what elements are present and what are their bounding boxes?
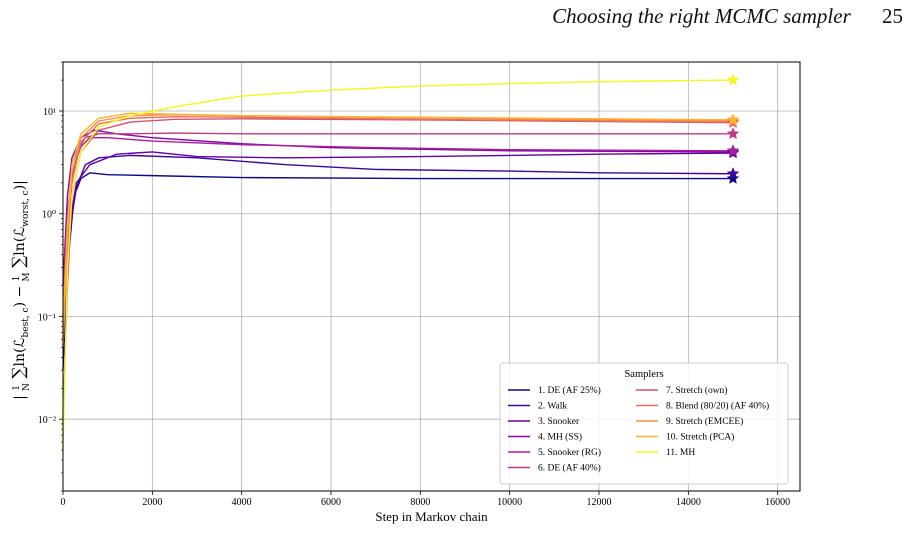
legend: Samplers 1. DE (AF 25%) 2. Walk 3. Snooker 4…: [499, 362, 789, 485]
end-marker-5: [726, 144, 740, 157]
x-tick-label: 8000: [410, 497, 430, 508]
running-head: Choosing the right MCMC sampler 25: [552, 4, 903, 32]
page-number: 25: [882, 4, 903, 28]
x-tick-label: 12000: [587, 497, 612, 508]
legend-label-9: 9. Stretch (EMCEE): [666, 416, 743, 427]
end-marker-10: [726, 113, 740, 126]
series-line-2: [62, 154, 734, 340]
legend-label-11: 11. MH: [666, 448, 695, 458]
x-tick-label: 10000: [497, 497, 522, 508]
series-line-1: [62, 172, 733, 371]
series-lines: [62, 79, 734, 451]
end-markers: [726, 73, 740, 184]
series-line-11: [62, 79, 734, 451]
x-tick-label: 2000: [142, 497, 162, 508]
x-tick-label: 4000: [232, 497, 252, 508]
end-marker-2: [726, 167, 740, 180]
running-head-title: Choosing the right MCMC sampler: [552, 4, 851, 28]
legend-box: [499, 362, 789, 485]
end-marker-11: [726, 73, 740, 86]
end-marker-1: [726, 171, 740, 184]
y-axis-label: | 1N ∑ln(ℒbest, c) − 1M ∑ln(ℒworst, c)|: [9, 180, 33, 400]
x-tick-label: 0: [61, 497, 66, 508]
legend-label-3: 3. Snooker: [538, 417, 580, 427]
series-line-10: [62, 112, 734, 327]
y-tick-label: 10⁻¹: [38, 312, 56, 323]
legend-label-8: 8. Blend (80/20) (AF 40%): [666, 401, 769, 412]
legend-label-2: 2. Walk: [538, 402, 567, 412]
svg-text:| 1N ∑ln(ℒbest, c): | 1N ∑ln(ℒbest, c) − 1M ∑ln(ℒworst, c)|: [9, 180, 33, 400]
legend-label-10: 10. Stretch (PCA): [666, 432, 734, 443]
x-tick-label: 14000: [676, 497, 701, 508]
x-axis-label: Step in Markov chain: [375, 509, 488, 524]
legend-title: Samplers: [624, 369, 663, 380]
end-marker-6: [726, 127, 740, 140]
plot-frame: [62, 61, 801, 492]
y-tick-label: 10⁰: [42, 210, 56, 221]
y-tick-label: 10⁻²: [38, 415, 56, 426]
y-tick-label: 10¹: [43, 107, 56, 118]
x-tick-label: 6000: [321, 497, 341, 508]
series-line-6: [62, 132, 733, 317]
legend-label-6: 6. DE (AF 40%): [538, 463, 601, 474]
series-line-3: [62, 151, 734, 317]
legend-label-1: 1. DE (AF 25%): [538, 385, 601, 396]
legend-label-4: 4. MH (SS): [538, 432, 582, 443]
legend-label-5: 5. Snooker (RG): [538, 447, 601, 458]
x-tick-label: 16000: [765, 497, 790, 508]
series-line-5: [62, 136, 734, 286]
ticks: 0 2000 4000 6000 8000 10000 12000 14000 16000 10⁻…: [38, 61, 790, 508]
legend-label-7: 7. Stretch (own): [666, 385, 727, 396]
